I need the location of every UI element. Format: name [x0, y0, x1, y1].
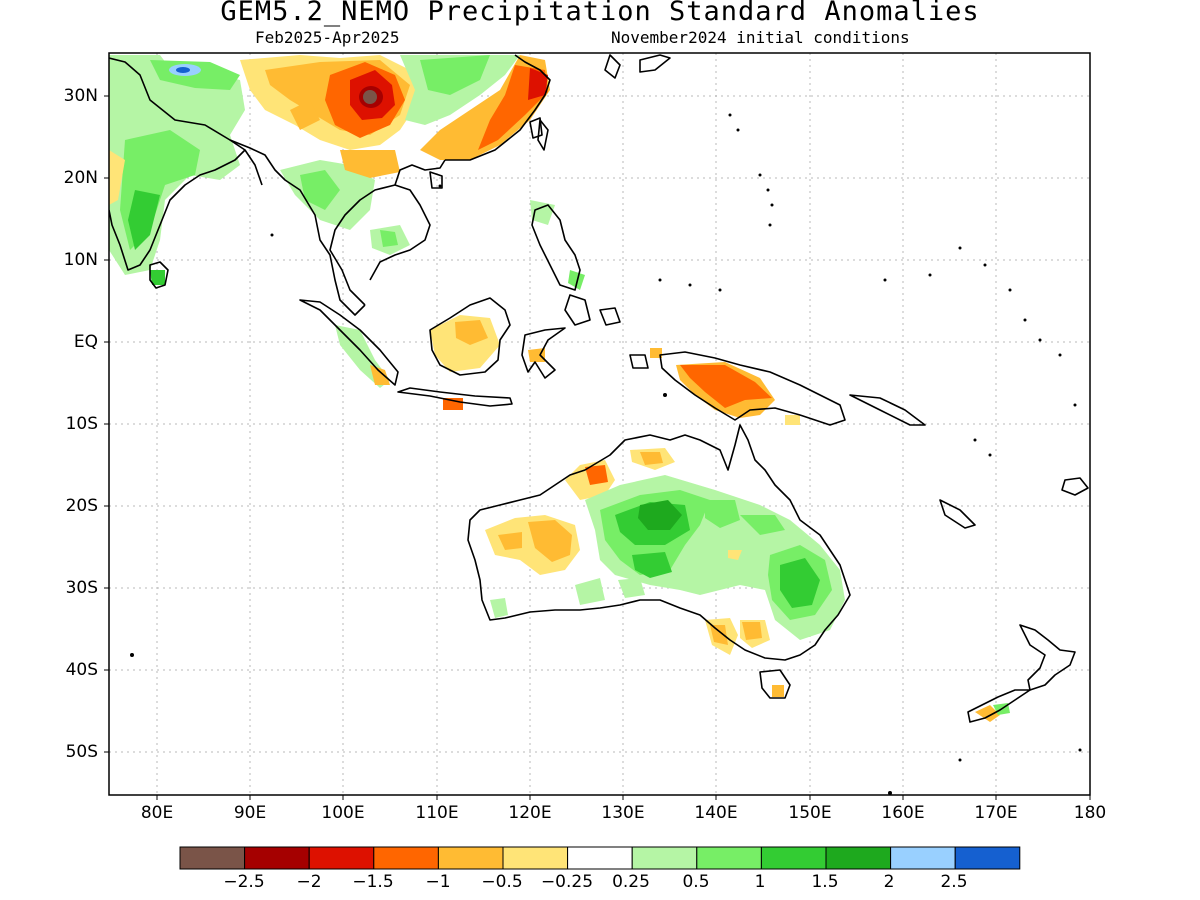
- lat-label: 20N: [63, 168, 98, 188]
- colorbar-label: 2.5: [940, 872, 968, 892]
- lat-label: 10S: [65, 414, 98, 434]
- colorbar-label: −2: [296, 872, 322, 892]
- colorbar-swatch: [308, 846, 375, 870]
- lon-label: 90E: [233, 803, 267, 823]
- colorbar-swatch: [825, 846, 892, 870]
- lon-label: 180: [1073, 803, 1107, 823]
- colorbar: [179, 846, 1021, 870]
- colorbar-swatch: [890, 846, 956, 870]
- colorbar-label: −0.25: [540, 872, 594, 892]
- colorbar-swatch: [696, 846, 762, 870]
- colorbar-swatch: [760, 846, 827, 870]
- colorbar-swatch: [631, 846, 698, 870]
- chart-title: GEM5.2_NEMO Precipitation Standard Anoma…: [220, 0, 980, 27]
- lon-label: 110E: [415, 803, 459, 823]
- colorbar-swatch: [567, 846, 633, 870]
- colorbar-label: −2.5: [223, 872, 265, 892]
- colorbar-label: 2: [883, 872, 895, 892]
- colorbar-label: 0.25: [612, 872, 650, 892]
- lat-label: 30S: [65, 578, 98, 598]
- colorbar-label: −1: [425, 872, 451, 892]
- lon-label: 150E: [788, 803, 832, 823]
- lat-label: 20S: [65, 496, 98, 516]
- colorbar-swatch: [179, 846, 246, 870]
- lat-label: EQ: [73, 332, 98, 352]
- initial-conditions: November2024 initial conditions: [611, 28, 910, 47]
- colorbar-swatch: [437, 846, 504, 870]
- map-gridlines: [109, 53, 1090, 795]
- coastlines: [109, 54, 1089, 723]
- lon-label: 130E: [601, 803, 645, 823]
- lat-label: 10N: [63, 250, 98, 270]
- lon-label: 140E: [694, 803, 738, 823]
- plot-frame: [108, 52, 1091, 796]
- forecast-period: Feb2025-Apr2025: [255, 28, 400, 47]
- lat-label: 40S: [65, 660, 98, 680]
- lat-label: 50S: [65, 742, 98, 762]
- colorbar-label: 1.5: [811, 872, 839, 892]
- pacific-islands: [130, 113, 1082, 795]
- lon-label: 170E: [974, 803, 1018, 823]
- colorbar-swatch: [244, 846, 310, 870]
- lat-label: 30N: [63, 86, 98, 106]
- colorbar-swatch: [502, 846, 569, 870]
- colorbar-swatch: [954, 846, 1021, 870]
- colorbar-label: 1: [754, 872, 766, 892]
- lon-label: 120E: [508, 803, 552, 823]
- colorbar-label: 0.5: [682, 872, 710, 892]
- colorbar-label: −0.5: [481, 872, 523, 892]
- anomaly-shading: [109, 55, 1010, 722]
- lon-label: 80E: [140, 803, 174, 823]
- lon-label: 100E: [321, 803, 365, 823]
- lon-label: 160E: [881, 803, 925, 823]
- colorbar-label: −1.5: [352, 872, 394, 892]
- colorbar-swatch: [373, 846, 439, 870]
